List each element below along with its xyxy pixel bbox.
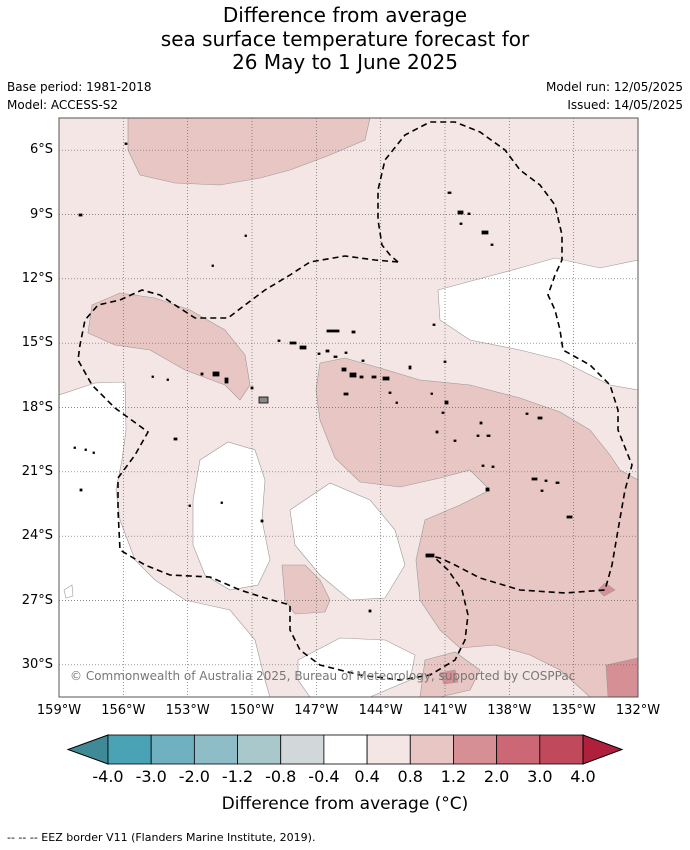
latitude-label-7: 27°S — [21, 592, 53, 608]
grid-lines — [59, 118, 638, 697]
colorbar-bin-1 — [150, 734, 195, 765]
neutral-region-northeast — [437, 257, 638, 391]
islands — [73, 142, 573, 613]
meta-right: Model run: 12/05/2025 Issued: 14/05/2025 — [546, 78, 683, 114]
longitude-label-6: 141°W — [422, 703, 468, 718]
colorbar-tick-4: -0.8 — [265, 767, 297, 786]
warm-region-north — [127, 118, 371, 186]
latitude-label-6: 24°S — [21, 528, 53, 544]
eez-borders — [77, 121, 633, 681]
colorbar-tick-11: 4.0 — [570, 767, 596, 786]
warm-region-small — [281, 564, 331, 615]
colorbar-title: Difference from average (°C) — [221, 794, 469, 814]
copyright-notice: © Commonwealth of Australia 2025, Bureau… — [70, 669, 576, 683]
latitude-label-0: 6°S — [29, 142, 53, 158]
chart-title: Difference from average sea surface temp… — [0, 3, 690, 75]
colorbar-tick-6: 0.4 — [354, 767, 380, 786]
colorbar-bin-9 — [496, 734, 541, 765]
latitude-label-5: 21°S — [21, 463, 53, 479]
colorbar-lower-arrow — [66, 734, 109, 765]
colorbar-upper-arrow — [582, 734, 624, 765]
longitude-label-5: 144°W — [358, 703, 403, 718]
hot-region-southeast — [605, 657, 638, 697]
colorbar-tick-5: -0.4 — [308, 767, 340, 786]
longitude-label-1: 156°W — [101, 703, 146, 718]
colorbar-tick-9: 2.0 — [483, 767, 510, 786]
neutral-region-south — [297, 637, 416, 697]
colorbar-tick-8: 1.2 — [440, 767, 467, 786]
colorbar-tick-1: -3.0 — [135, 767, 167, 786]
colorbar-bin-8 — [453, 734, 498, 765]
colorbar-bin-6 — [366, 734, 411, 765]
warm-region-east — [315, 357, 638, 697]
colorbar-tick-2: -2.0 — [178, 767, 210, 786]
issued-date: Issued: 14/05/2025 — [567, 98, 683, 112]
longitude-label-0: 159°W — [36, 703, 82, 718]
colorbar-tick-0: -4.0 — [92, 767, 124, 786]
latitude-label-3: 15°S — [21, 335, 53, 351]
latitude-label-8: 30°S — [21, 656, 53, 672]
colorbar-bin-3 — [237, 734, 282, 765]
neutral-region-central-west — [192, 441, 271, 591]
neutral-region-southwest — [59, 381, 271, 697]
neutral-region-small — [63, 584, 74, 599]
colorbar-bin-5 — [323, 734, 368, 765]
colorbar-bin-7 — [409, 734, 454, 765]
model-run: Model run: 12/05/2025 — [545, 80, 683, 94]
meta-left: Base period: 1981-2018 Model: ACCESS-S2 — [7, 78, 152, 114]
latitude-label-1: 9°S — [29, 206, 53, 222]
longitude-label-8: 135°W — [551, 703, 596, 718]
latitude-label-2: 12°S — [21, 270, 53, 286]
neutral-region-central — [289, 482, 406, 601]
warm-region-west — [87, 292, 251, 401]
colorbar-tick-7: 0.8 — [397, 767, 423, 786]
longitude-label-7: 138°W — [487, 703, 532, 718]
colorbar-bin-2 — [193, 734, 238, 765]
title-line-1: Difference from average — [222, 3, 468, 27]
colorbar-tick-3: -1.2 — [221, 767, 254, 786]
longitude-label-4: 147°W — [294, 703, 339, 718]
base-period: Base period: 1981-2018 — [7, 80, 152, 94]
hot-region-south — [439, 669, 459, 685]
colorbar-bin-0 — [107, 734, 152, 765]
colorbar-bin-10 — [539, 734, 584, 765]
latitude-label-4: 18°S — [21, 399, 53, 415]
model-name: Model: ACCESS-S2 — [7, 98, 119, 112]
title-line-3: 26 May to 1 June 2025 — [232, 50, 458, 74]
map-plot-area — [59, 118, 638, 697]
map-frame — [58, 117, 639, 698]
hot-region-east — [597, 582, 616, 597]
eez-border-cook-islands-west — [77, 255, 469, 681]
title-line-2: sea surface temperature forecast for — [160, 26, 530, 51]
eez-footnote: -- -- -- EEZ border V11 (Flanders Marine… — [7, 831, 316, 844]
longitude-label-9: 132°W — [615, 703, 661, 718]
longitude-label-3: 150°W — [229, 703, 275, 718]
colorbar-bin-4 — [280, 734, 325, 765]
colorbar-tick-10: 3.0 — [527, 767, 553, 786]
longitude-label-2: 153°W — [165, 703, 210, 718]
